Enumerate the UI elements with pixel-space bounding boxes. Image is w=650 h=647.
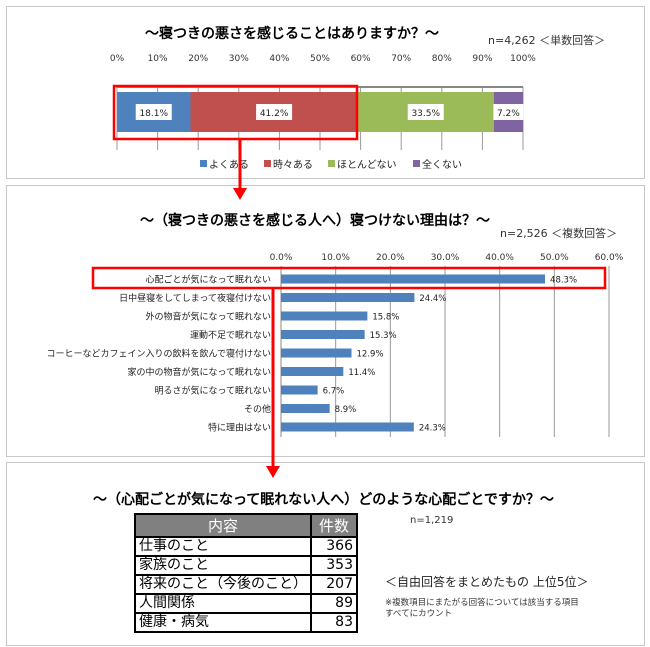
data-label: 7.2% — [497, 109, 520, 119]
bar — [281, 311, 368, 321]
data-label: 24.4% — [419, 294, 446, 304]
tick-label: 30.0% — [431, 253, 460, 263]
table-row: 人間関係 89 — [134, 593, 358, 614]
chart2-title: ～（寝つきの悪さを感じる人へ）寝つけない理由は？～ — [140, 213, 490, 229]
tick-label: 80% — [432, 54, 452, 64]
row-label: 健康・病気 — [134, 612, 312, 633]
row-count: 83 — [310, 612, 358, 633]
header-count: 件数 — [310, 513, 358, 538]
row-label: 仕事のこと — [134, 536, 312, 557]
data-label-bg — [256, 104, 293, 120]
category-label: その他 — [244, 403, 271, 415]
data-label: 33.5% — [411, 109, 440, 119]
tick-label: 90% — [472, 54, 492, 64]
category-label: コーヒーなどカフェイン入りの飲料を飲んで寝付けない — [46, 348, 271, 360]
tick-label: 10.0% — [321, 253, 350, 263]
bar — [281, 348, 352, 358]
bar — [281, 367, 344, 376]
row-label: 家族のこと — [134, 555, 312, 576]
tick-label: 0.0% — [270, 253, 293, 263]
panel3-n: n=1,219 — [410, 515, 454, 526]
category-label: 外の物音が気になって眠れない — [145, 311, 271, 323]
panel3-title: ～（心配ごとが気になって眠れない人へ）どのような心配ごとですか？～ — [93, 492, 554, 508]
data-label-bg — [135, 104, 172, 120]
tick-label: 100% — [510, 54, 536, 64]
header-content: 内容 — [134, 513, 312, 538]
row-label: 将来のこと（今後のこと） — [134, 574, 312, 595]
tick-label: 60.0% — [595, 253, 624, 263]
data-label: 18.1% — [139, 109, 168, 119]
tick-label: 70% — [391, 54, 411, 64]
arrow-down-icon — [233, 188, 247, 200]
table-row: 健康・病気 83 — [134, 612, 358, 633]
legend-label: よくある — [209, 159, 249, 171]
tick-label: 10% — [148, 54, 168, 64]
chart1-title: ～寝つきの悪さを感じることはありますか？～ — [145, 26, 439, 42]
category-label: 特に理由はない — [208, 422, 271, 434]
tick-label: 40% — [269, 54, 289, 64]
table-row: 仕事のこと 366 — [134, 536, 358, 557]
legend-label: 全くない — [422, 158, 462, 171]
legend-label: 時々ある — [273, 159, 313, 171]
chart2-subtitle: n=2,526 ＜複数回答＞ — [500, 227, 618, 240]
panel3-footnote-1: ※複数項目にまたがる回答については該当する項目 — [385, 598, 579, 608]
data-label: 11.4% — [348, 368, 375, 378]
data-label: 12.9% — [357, 350, 384, 360]
tick-label: 40.0% — [485, 253, 514, 263]
row-count: 353 — [310, 555, 358, 576]
worries-table: 内容 件数 仕事のこと 366 家族のこと 353 将来のこと（今後のこと） 207 … — [134, 513, 358, 633]
category-label: 明るさが気になって眠れない — [154, 385, 271, 397]
data-label: 15.8% — [372, 313, 399, 323]
panel3-note: ＜自由回答をまとめたもの 上位5位＞ — [385, 575, 589, 589]
data-label-bg — [407, 104, 444, 120]
legend-swatch — [200, 160, 207, 167]
highlight-box — [112, 84, 359, 141]
bar — [281, 330, 365, 339]
arrow-down-icon — [266, 466, 280, 478]
data-label: 41.2% — [260, 109, 289, 119]
legend-swatch — [264, 160, 271, 167]
table-row: 将来のこと（今後のこと） 207 — [134, 574, 358, 595]
row-count: 366 — [310, 536, 358, 557]
highlight-box — [91, 266, 607, 290]
row-label: 人間関係 — [134, 593, 312, 614]
tick-label: 20% — [188, 54, 208, 64]
tick-label: 20.0% — [376, 253, 405, 263]
data-label: 6.7% — [323, 387, 345, 397]
data-label: 8.9% — [335, 405, 357, 415]
data-label-bg — [493, 104, 524, 120]
legend-swatch — [328, 160, 335, 167]
tick-label: 0% — [110, 54, 125, 64]
category-label: 家の中の物音が気になって眠れない — [127, 366, 271, 378]
chart1-subtitle: n=4,262 ＜単数回答＞ — [488, 34, 606, 47]
row-count: 89 — [310, 593, 358, 614]
tick-label: 60% — [351, 54, 371, 64]
bar — [281, 293, 415, 302]
tick-label: 50% — [310, 54, 330, 64]
bar — [281, 422, 414, 432]
tick-label: 30% — [229, 54, 249, 64]
table-header-row: 内容 件数 — [134, 513, 358, 538]
category-label: 日中昼寝をしてしまって夜寝付けない — [119, 292, 271, 304]
row-count: 207 — [310, 574, 358, 595]
data-label: 24.3% — [419, 424, 446, 434]
panel3-footnote-2: すべてにカウント — [385, 609, 453, 619]
table-row: 家族のこと 353 — [134, 555, 358, 576]
category-label: 心配ごとが気になって眠れない — [145, 274, 271, 286]
category-label: 運動不足で眠れない — [190, 330, 271, 341]
tick-label: 50.0% — [540, 253, 569, 263]
legend-swatch — [413, 160, 420, 167]
legend-label: ほとんどない — [337, 159, 397, 171]
data-label: 15.3% — [370, 331, 397, 341]
bar — [281, 385, 318, 395]
bar — [281, 274, 546, 284]
data-label: 48.3% — [550, 276, 577, 286]
bar — [281, 404, 330, 413]
